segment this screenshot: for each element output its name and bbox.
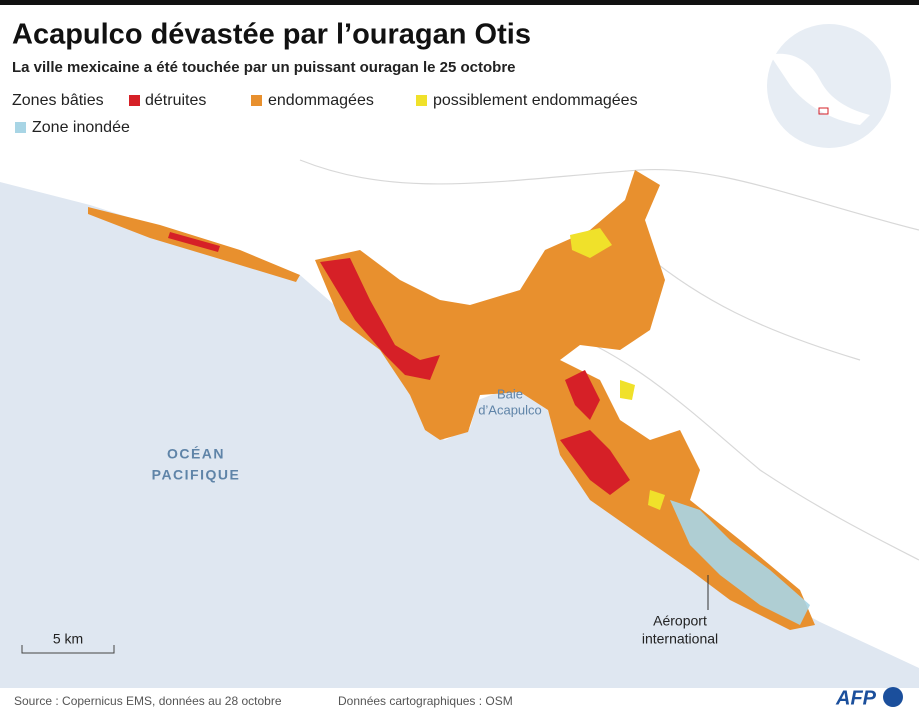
globe-land	[770, 53, 870, 125]
title: Acapulco dévastée par l’ouragan Otis	[12, 19, 531, 51]
logo: AFP	[835, 687, 877, 709]
bay-label: Baie	[497, 386, 523, 401]
roads	[299, 159, 919, 561]
logo-mark	[883, 687, 903, 707]
scale-bar	[21, 645, 115, 654]
legend-item: détruites	[145, 92, 206, 109]
legend-item: Zone inondée	[32, 119, 130, 136]
built-destroyed	[168, 232, 630, 495]
scale-label: 5 km	[53, 631, 83, 647]
globe	[767, 24, 891, 148]
ocean-label: PACIFIQUE	[152, 467, 241, 483]
legend-swatch	[129, 95, 140, 106]
bay-label: d’Acapulco	[478, 402, 542, 417]
legend-item: possiblement endommagées	[433, 92, 638, 109]
legend-swatch	[15, 122, 26, 133]
airport-label: international	[642, 631, 718, 647]
globe-locator	[818, 107, 829, 115]
flood-zone	[670, 500, 810, 625]
airport-label: Aéroport	[653, 613, 707, 629]
legend-label: Zones bâties	[12, 92, 104, 109]
subtitle: La ville mexicaine a été touchée par un …	[12, 59, 516, 76]
built-possibly-damaged	[570, 228, 665, 510]
ocean-label: OCÉAN	[167, 446, 225, 462]
legend-item: endommagées	[268, 92, 374, 109]
legend-swatch	[416, 95, 427, 106]
top-bar	[0, 0, 919, 5]
map-data-credit: Données cartographiques : OSM	[338, 694, 513, 708]
legend-swatch	[251, 95, 262, 106]
source: Source : Copernicus EMS, données au 28 o…	[14, 694, 282, 708]
